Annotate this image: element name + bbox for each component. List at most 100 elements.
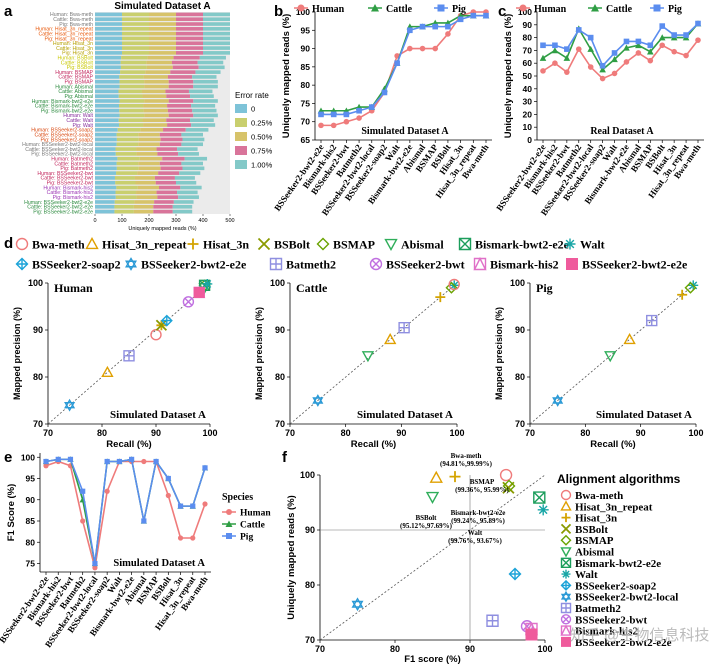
x-tick-label: 90 [151, 428, 161, 438]
y-axis-label: Mapped precision (%) [12, 307, 22, 400]
legend-label: BSSeeker2-soap2 [32, 258, 121, 272]
bar-segment [119, 103, 144, 108]
legend-label: Bismark-his2 [490, 258, 559, 272]
bar-segment [116, 132, 139, 137]
y-tick-label: 90 [301, 44, 311, 54]
y-tick-label: 90 [305, 525, 315, 535]
bar-segment [95, 84, 120, 89]
bar-segment [95, 51, 122, 55]
bar-segment [119, 79, 145, 84]
annotation-label: Walt [468, 529, 483, 537]
data-point-human [43, 463, 49, 469]
bar-segment [95, 94, 119, 98]
bar-segment [143, 75, 168, 79]
data-point-pig [141, 518, 147, 524]
bar-segment [122, 12, 149, 17]
data-point-pig [407, 27, 413, 34]
bar-segment [157, 195, 179, 199]
legend-marker [316, 237, 330, 251]
y-tick-label: 100 [270, 278, 285, 288]
bar-segment [171, 60, 198, 65]
bar-segment [158, 185, 181, 190]
data-point-pig [165, 475, 171, 482]
legend-marker [473, 256, 487, 271]
bar-segment [95, 200, 115, 204]
y-tick-label: 80 [305, 580, 315, 590]
bar-segment [116, 142, 139, 147]
data-point-pig [623, 38, 630, 45]
legend-label: BSSeeker2-bwt2-e2e [582, 258, 688, 272]
bar-segment [95, 89, 119, 94]
bar-segment [122, 17, 149, 22]
bar-segment [159, 132, 182, 137]
y-axis-label: Mapped precision (%) [254, 307, 264, 400]
data-point-pig [343, 111, 350, 118]
bar-category-label: Pig: BSSeeker2-bwt2-e2e [33, 209, 93, 215]
bar-segment [142, 94, 167, 98]
bar-segment [133, 209, 154, 214]
bar-segment [95, 171, 117, 175]
data-point-pig [483, 12, 489, 19]
bar-segment [176, 51, 203, 55]
panel-letter-c: c [498, 3, 506, 20]
y-tick-label: 80 [275, 372, 285, 382]
data-point-pig [599, 62, 606, 69]
legend-marker [560, 579, 572, 591]
bar-segment [95, 75, 120, 79]
legend-label: BSSeeker2-bwt [575, 614, 647, 626]
legend-marker-cattle [225, 520, 233, 527]
data-point-pig [153, 458, 159, 465]
annotation-label: BSBolt [415, 514, 437, 522]
bar-segment [95, 204, 115, 209]
bar-segment [115, 147, 137, 151]
y-tick-label: 60 [523, 58, 533, 68]
legend-title: Species [222, 492, 253, 503]
data-point-human [419, 45, 426, 52]
data-point [677, 289, 688, 300]
legend-label: Bismark-bwt2-e2e [475, 238, 570, 252]
data-point-human [575, 46, 582, 52]
bar-segment [203, 12, 230, 17]
legend-marker [369, 257, 383, 271]
y-axis-label: F1 Score (%) [6, 484, 17, 542]
annotation-value: (95.12%,97.69%) [400, 522, 453, 530]
bar-segment [190, 118, 214, 123]
y-tick-label: 50 [523, 71, 533, 81]
y-tick-label: 75 [26, 559, 36, 569]
data-point-pig [611, 50, 618, 56]
y-tick-label: 90 [515, 325, 525, 335]
legend-label: Human [312, 4, 345, 15]
diagonal-reference-line [289, 282, 458, 425]
data-point [351, 597, 364, 612]
bar-segment [137, 171, 159, 175]
bar-segment [160, 166, 183, 171]
bar-segment [119, 75, 144, 79]
bar-segment [95, 128, 118, 132]
y-tick-label: 80 [515, 372, 525, 382]
legend-label: 0.50% [251, 133, 273, 142]
data-point-pig [129, 456, 135, 462]
diagonal-reference-line [529, 282, 697, 425]
legend-marker-human [297, 4, 305, 12]
bar-segment [176, 31, 203, 36]
data-point-pig [43, 458, 49, 465]
legend-marker [15, 257, 29, 271]
bar-segment [168, 99, 194, 103]
legend-marker-cattle [371, 4, 379, 12]
y-tick-label: 80 [301, 80, 311, 90]
x-tick-label: 70 [315, 644, 325, 654]
legend-swatch [235, 118, 247, 127]
data-point-human [540, 68, 546, 74]
bar-segment [155, 180, 176, 185]
bar-segment [95, 195, 116, 199]
bar-segment [179, 171, 201, 175]
data-point [150, 329, 162, 341]
bar-segment [203, 36, 230, 41]
bar-segment [160, 137, 183, 142]
bar-category-label: Cattle: BSSeeker2-soap2 [34, 132, 93, 138]
x-tick-label: 70 [525, 428, 535, 438]
bar-category-label: Pig: Bwa-meth [59, 22, 93, 28]
data-point-cattle [587, 45, 594, 52]
series-line-pig [321, 14, 486, 116]
